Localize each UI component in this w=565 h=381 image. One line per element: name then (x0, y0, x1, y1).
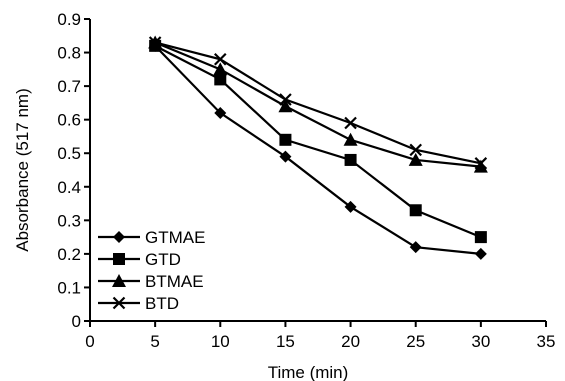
data-point-btmae (213, 62, 228, 76)
data-point-btd (279, 93, 292, 106)
y-tick-label: 0.8 (57, 44, 81, 63)
y-tick-label: 0.9 (57, 10, 81, 29)
legend-swatch-marker (112, 274, 126, 287)
data-point-btmae (473, 159, 488, 173)
series-line-gtd (154, 44, 482, 239)
series-btmae (148, 35, 488, 173)
data-point-btmae (343, 132, 358, 146)
series-gtd (149, 39, 487, 244)
legend-item: GTMAE (98, 228, 205, 247)
data-point-gtmae (474, 247, 487, 260)
legend-label: BTD (145, 294, 179, 313)
legend-swatch-marker (113, 231, 125, 243)
y-axis-title: Absorbance (517 nm) (13, 88, 32, 251)
y-tick-label: 0 (72, 312, 81, 331)
legend-item: BTD (98, 294, 179, 313)
legend: GTMAE GTD BTMAE BTD (98, 228, 205, 313)
x-tick-label: 35 (537, 332, 556, 351)
data-point-gtd (409, 204, 422, 217)
x-tick-label: 10 (211, 332, 230, 351)
x-axis-ticks: 0 5 10 15 20 25 30 35 (85, 321, 555, 351)
data-point-btd (148, 36, 162, 49)
y-tick-label: 0.1 (57, 278, 81, 297)
x-axis-title: Time (min) (268, 363, 349, 381)
axes (89, 19, 546, 322)
y-tick-label: 0.3 (57, 211, 81, 230)
legend-swatch-marker (112, 296, 126, 310)
y-tick-label: 0.2 (57, 245, 81, 264)
data-point-btmae (408, 152, 423, 166)
x-tick-label: 5 (150, 332, 159, 351)
series-btd (148, 36, 488, 170)
data-point-gtmae (344, 200, 357, 213)
data-point-gtmae (279, 150, 292, 163)
data-point-btd (214, 52, 227, 66)
data-point-btd (474, 157, 488, 170)
data-point-gtd (344, 153, 357, 166)
y-tick-label: 0.7 (57, 77, 81, 96)
x-tick-label: 25 (406, 332, 425, 351)
legend-item: GTD (98, 250, 181, 269)
series-line-btd (154, 41, 482, 165)
legend-item: BTMAE (98, 272, 204, 291)
series-layer (148, 35, 488, 260)
data-point-gtd (214, 73, 227, 86)
legend-label: GTMAE (145, 228, 205, 247)
x-tick-label: 0 (85, 332, 94, 351)
y-axis-ticks: 0 0.1 0.2 0.3 0.4 0.5 0.6 0.7 0.8 0.9 (57, 10, 90, 331)
x-tick-label: 20 (341, 332, 360, 351)
data-point-gtd (474, 231, 487, 244)
x-tick-label: 30 (471, 332, 490, 351)
data-point-btd (344, 116, 357, 130)
legend-swatch-marker (113, 253, 125, 265)
y-tick-label: 0.6 (57, 111, 81, 130)
data-point-btd (409, 143, 422, 157)
y-tick-label: 0.5 (57, 144, 81, 163)
x-tick-label: 15 (276, 332, 295, 351)
data-point-gtmae (214, 106, 227, 119)
data-point-gtd (279, 133, 292, 146)
data-point-gtmae (409, 241, 422, 254)
legend-label: GTD (145, 250, 181, 269)
y-tick-label: 0.4 (57, 178, 81, 197)
series-line-btmae (154, 41, 481, 168)
legend-label: BTMAE (145, 272, 204, 291)
data-point-btmae (278, 99, 293, 113)
series-line-gtmae (154, 45, 481, 255)
